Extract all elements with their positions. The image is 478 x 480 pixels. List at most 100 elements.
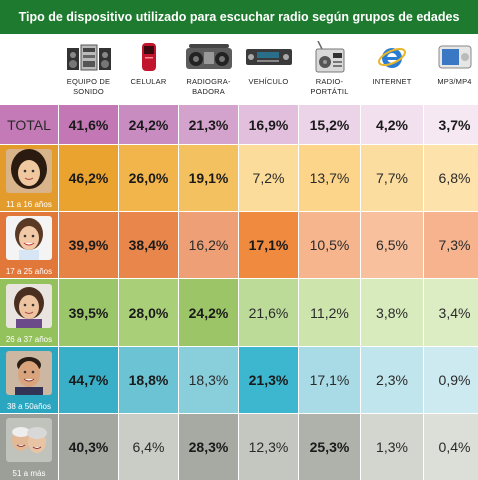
percentage-value: 39,9% bbox=[68, 237, 109, 253]
percentage-value: 17,1% bbox=[309, 372, 350, 388]
person-photo bbox=[6, 284, 52, 333]
value-cell: 16,2% bbox=[179, 212, 238, 278]
internet-explorer-icon bbox=[377, 41, 407, 73]
percentage-value: 13,7% bbox=[309, 170, 350, 186]
percentage-value: 6,8% bbox=[438, 170, 471, 186]
percentage-value: 0,4% bbox=[438, 439, 471, 455]
row-label-age-group: 26 a 37 años bbox=[0, 279, 58, 346]
value-cell: 7,7% bbox=[361, 145, 423, 211]
column-header: CELULAR bbox=[119, 35, 178, 104]
percentage-value: 46,2% bbox=[68, 170, 109, 186]
percentage-value: 15,2% bbox=[309, 116, 350, 133]
value-cell: 28,0% bbox=[119, 279, 178, 346]
column-header: INTERNET bbox=[361, 35, 423, 104]
percentage-value: 40,3% bbox=[68, 439, 109, 455]
value-cell: 41,6% bbox=[59, 105, 118, 144]
percentage-value: 1,3% bbox=[376, 439, 408, 455]
value-cell: 16,9% bbox=[239, 105, 298, 144]
value-cell: 10,5% bbox=[299, 212, 360, 278]
percentage-value: 44,7% bbox=[68, 372, 109, 388]
percentage-value: 21,3% bbox=[248, 372, 289, 388]
person-photo bbox=[6, 351, 52, 400]
percentage-value: 18,8% bbox=[128, 372, 169, 388]
value-cell: 26,0% bbox=[119, 145, 178, 211]
percentage-value: 3,8% bbox=[376, 304, 408, 321]
value-cell: 3,7% bbox=[424, 105, 478, 144]
age-range-label: 11 a 16 años bbox=[6, 200, 52, 209]
row-label-age-group: 51 a más bbox=[0, 414, 58, 480]
percentage-value: 3,7% bbox=[438, 116, 471, 133]
header-corner bbox=[0, 35, 58, 104]
value-cell: 24,2% bbox=[179, 279, 238, 346]
cell-phone-icon bbox=[139, 41, 159, 73]
column-label: EQUIPO DE SONIDO bbox=[66, 77, 111, 96]
percentage-value: 39,5% bbox=[68, 304, 109, 321]
mp3-player-icon bbox=[438, 41, 472, 73]
value-cell: 24,2% bbox=[119, 105, 178, 144]
value-cell: 19,1% bbox=[179, 145, 238, 211]
percentage-value: 28,0% bbox=[128, 304, 169, 321]
value-cell: 28,3% bbox=[179, 414, 238, 480]
column-header: RADIO- PORTÁTIL bbox=[299, 35, 360, 104]
age-range-label: 26 a 37 años bbox=[5, 335, 53, 344]
value-cell: 15,2% bbox=[299, 105, 360, 144]
percentage-value: 6,5% bbox=[376, 237, 408, 253]
percentage-value: 26,0% bbox=[128, 170, 169, 186]
percentage-value: 10,5% bbox=[309, 237, 350, 253]
data-table: EQUIPO DE SONIDO CELULAR RADIOGRA- BADOR… bbox=[0, 35, 478, 480]
percentage-value: 12,3% bbox=[248, 439, 289, 455]
percentage-value: 24,2% bbox=[188, 304, 229, 321]
percentage-value: 16,9% bbox=[248, 116, 289, 133]
percentage-value: 6,4% bbox=[132, 439, 165, 455]
percentage-value: 11,2% bbox=[310, 304, 349, 321]
age-range-label: 38 a 50años bbox=[6, 402, 52, 411]
value-cell: 7,3% bbox=[424, 212, 478, 278]
row-label-age-group: 17 a 25 años bbox=[0, 212, 58, 278]
value-cell: 3,4% bbox=[424, 279, 478, 346]
percentage-value: 41,6% bbox=[68, 116, 109, 133]
value-cell: 25,3% bbox=[299, 414, 360, 480]
person-photo bbox=[6, 418, 52, 467]
percentage-value: 7,3% bbox=[438, 237, 471, 253]
chart-title: Tipo de dispositivo utilizado para escuc… bbox=[0, 0, 478, 34]
percentage-value: 18,3% bbox=[188, 372, 229, 388]
percentage-value: 2,3% bbox=[376, 372, 408, 388]
age-range-label: 51 a más bbox=[12, 469, 46, 478]
column-label: RADIOGRA- BADORA bbox=[186, 77, 231, 96]
percentage-value: 3,4% bbox=[438, 304, 471, 321]
percentage-value: 21,6% bbox=[248, 304, 289, 321]
value-cell: 21,3% bbox=[239, 347, 298, 413]
value-cell: 1,3% bbox=[361, 414, 423, 480]
column-label: MP3/MP4 bbox=[437, 77, 472, 86]
percentage-value: 7,7% bbox=[376, 170, 408, 186]
value-cell: 17,1% bbox=[299, 347, 360, 413]
value-cell: 38,4% bbox=[119, 212, 178, 278]
stereo-system-icon bbox=[66, 41, 112, 73]
percentage-value: 4,2% bbox=[376, 116, 408, 133]
value-cell: 18,3% bbox=[179, 347, 238, 413]
column-header: VEHÍCULO bbox=[239, 35, 298, 104]
value-cell: 7,2% bbox=[239, 145, 298, 211]
value-cell: 17,1% bbox=[239, 212, 298, 278]
value-cell: 39,5% bbox=[59, 279, 118, 346]
row-label-age-group: 11 a 16 años bbox=[0, 145, 58, 211]
percentage-value: 19,1% bbox=[188, 170, 229, 186]
value-cell: 44,7% bbox=[59, 347, 118, 413]
value-cell: 13,7% bbox=[299, 145, 360, 211]
portable-radio-icon bbox=[314, 41, 346, 73]
percentage-value: 24,2% bbox=[128, 116, 169, 133]
percentage-value: 25,3% bbox=[309, 439, 350, 455]
value-cell: 39,9% bbox=[59, 212, 118, 278]
value-cell: 40,3% bbox=[59, 414, 118, 480]
column-header: MP3/MP4 bbox=[424, 35, 478, 104]
value-cell: 2,3% bbox=[361, 347, 423, 413]
value-cell: 21,3% bbox=[179, 105, 238, 144]
person-photo bbox=[6, 216, 52, 265]
percentage-value: 7,2% bbox=[252, 170, 285, 186]
value-cell: 12,3% bbox=[239, 414, 298, 480]
value-cell: 18,8% bbox=[119, 347, 178, 413]
column-label: VEHÍCULO bbox=[248, 77, 289, 86]
value-cell: 11,2% bbox=[299, 279, 360, 346]
person-photo bbox=[6, 149, 52, 198]
value-cell: 6,5% bbox=[361, 212, 423, 278]
